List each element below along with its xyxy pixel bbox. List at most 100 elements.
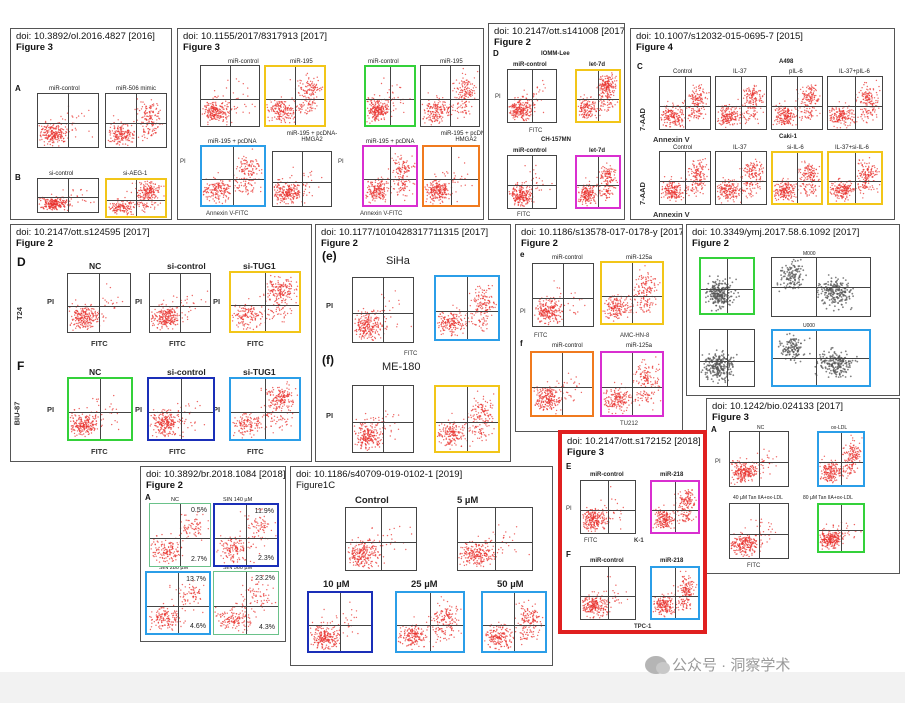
axis-label: PI	[326, 301, 334, 310]
panel-caption: doi: 10.3349/ymj.2017.58.6.1092 [2017] Fi…	[692, 227, 860, 249]
cell-line-label: A498	[779, 59, 794, 65]
panel-caption: doi: 10.3892/ol.2016.4827 [2016] Figure 3	[16, 31, 155, 53]
quadrant-value: 13.7%	[186, 576, 206, 583]
plot-label: si-TUG1	[243, 367, 276, 377]
axis-label: FITC	[534, 333, 548, 339]
scatter-dots	[273, 166, 323, 205]
quadrant-v-line	[178, 573, 179, 633]
quadrant-v-line	[450, 66, 451, 126]
flow-plot	[507, 69, 557, 123]
flow-plot: 0.5% 2.7%	[149, 503, 211, 567]
quadrant-v-line	[759, 504, 760, 558]
quadrant-v-line	[100, 379, 101, 439]
figure-collage: doi: 10.3892/ol.2016.4827 [2016] Figure 3…	[0, 0, 905, 672]
quadrant-v-line	[608, 567, 609, 619]
plot-label: M000	[803, 251, 816, 257]
axis-label: FITC	[169, 447, 186, 456]
flow-plot	[352, 385, 414, 453]
flow-plot-highlighted	[650, 566, 700, 620]
plot-label: miR-control	[228, 59, 259, 65]
scatter-dots	[266, 72, 324, 124]
plot-label: SIN 560 µM	[223, 565, 253, 571]
wechat-icon	[645, 655, 670, 674]
plot-label: pIL-6	[789, 69, 803, 75]
axis-label: PI	[180, 159, 186, 165]
panel-caption: doi: 10.2147/ott.s124595 [2017] Figure 2	[16, 227, 150, 249]
quadrant-v-line	[741, 77, 742, 129]
scatter-dots	[421, 67, 479, 126]
plot-label: 5 µM	[457, 495, 479, 506]
quadrant-v-line	[265, 379, 266, 439]
plot-label: 25 µM	[411, 579, 438, 590]
scatter-dots	[819, 521, 862, 550]
panel-caption: doi: 10.1242/bio.024133 [2017] Figure 3	[712, 401, 844, 423]
quadrant-v-line	[340, 593, 341, 651]
subfig-letter: e	[520, 250, 525, 259]
axis-label: FITC	[91, 339, 108, 348]
plot-label: Control	[673, 69, 693, 75]
cell-line-label: BIU-87	[12, 401, 22, 426]
axis-label: 7-AAD	[637, 108, 647, 131]
scatter-dots	[347, 525, 413, 569]
flow-plot-highlighted	[827, 151, 883, 205]
quadrant-v-line	[302, 152, 303, 206]
scatter-dots	[38, 105, 94, 147]
flow-plot-highlighted	[264, 65, 326, 127]
scatter-dots	[730, 518, 777, 558]
scatter-dots	[508, 164, 553, 207]
plot-label: let-7d	[589, 148, 606, 154]
plot-label: si-control	[167, 261, 206, 271]
quadrant-v-line	[608, 481, 609, 533]
plot-label: NC	[89, 367, 102, 377]
scatter-dots	[730, 448, 778, 485]
axis-label: TU212	[620, 421, 639, 427]
plot-label: miR-195 + pcDNA	[366, 139, 415, 145]
flow-plot-highlighted	[422, 145, 480, 207]
quadrant-v-line	[514, 593, 515, 651]
plot-label: Control	[673, 145, 693, 151]
plot-label: 80 µM Tan IIA+ox-LDL	[803, 495, 853, 501]
subfig-letter: A	[711, 425, 717, 434]
plot-label: miR-195	[440, 59, 463, 65]
scatter-dots	[772, 84, 821, 126]
scatter-dots	[150, 290, 209, 331]
subfig-letter: C	[637, 62, 643, 71]
flow-plot-highlighted	[481, 591, 547, 653]
plot-label: miR-control	[552, 255, 583, 261]
flow-plot	[345, 507, 417, 571]
flow-plot	[507, 155, 557, 209]
plot-label: miR-control	[513, 148, 547, 154]
quadrant-v-line	[841, 505, 842, 551]
flow-plot	[420, 65, 480, 127]
scatter-dots	[201, 78, 256, 126]
quadrant-v-line	[381, 508, 382, 570]
flow-plot	[715, 76, 767, 130]
flow-plot	[352, 277, 414, 343]
axis-label: FITC	[529, 128, 543, 134]
panel-caption: doi: 10.1186/s13578-017-0178-y [2017] Fig…	[521, 227, 683, 249]
quadrant-v-line	[855, 77, 856, 129]
cell-line-label: IOMM-Lee	[541, 51, 570, 57]
flow-plot	[771, 257, 871, 317]
quadrant-v-line	[467, 277, 468, 339]
flow-plot-highlighted	[307, 591, 373, 653]
flow-plot-highlighted	[362, 145, 418, 207]
scatter-dots	[437, 284, 497, 337]
flow-plot-highlighted	[817, 431, 865, 487]
plot-label: si-control	[49, 171, 74, 177]
flow-plot-highlighted: 13.7% 4.6%	[145, 571, 211, 635]
quadrant-value: 2.7%	[191, 556, 207, 563]
scatter-dots	[716, 158, 765, 204]
scatter-dots	[829, 157, 881, 202]
plot-label: NC	[757, 425, 765, 431]
axis-label: PI	[715, 459, 721, 465]
panel-bio-024133: doi: 10.1242/bio.024133 [2017] Figure 3 A…	[706, 398, 900, 574]
plot-label: IL-37	[733, 69, 747, 75]
axis-label: FITC	[584, 538, 598, 544]
quadrant-v-line	[246, 572, 247, 634]
quadrant-v-line	[246, 505, 247, 565]
scatter-dots	[508, 79, 546, 122]
quadrant-v-line	[136, 94, 137, 147]
quadrant-v-line	[816, 258, 818, 316]
flow-plot	[37, 93, 99, 148]
